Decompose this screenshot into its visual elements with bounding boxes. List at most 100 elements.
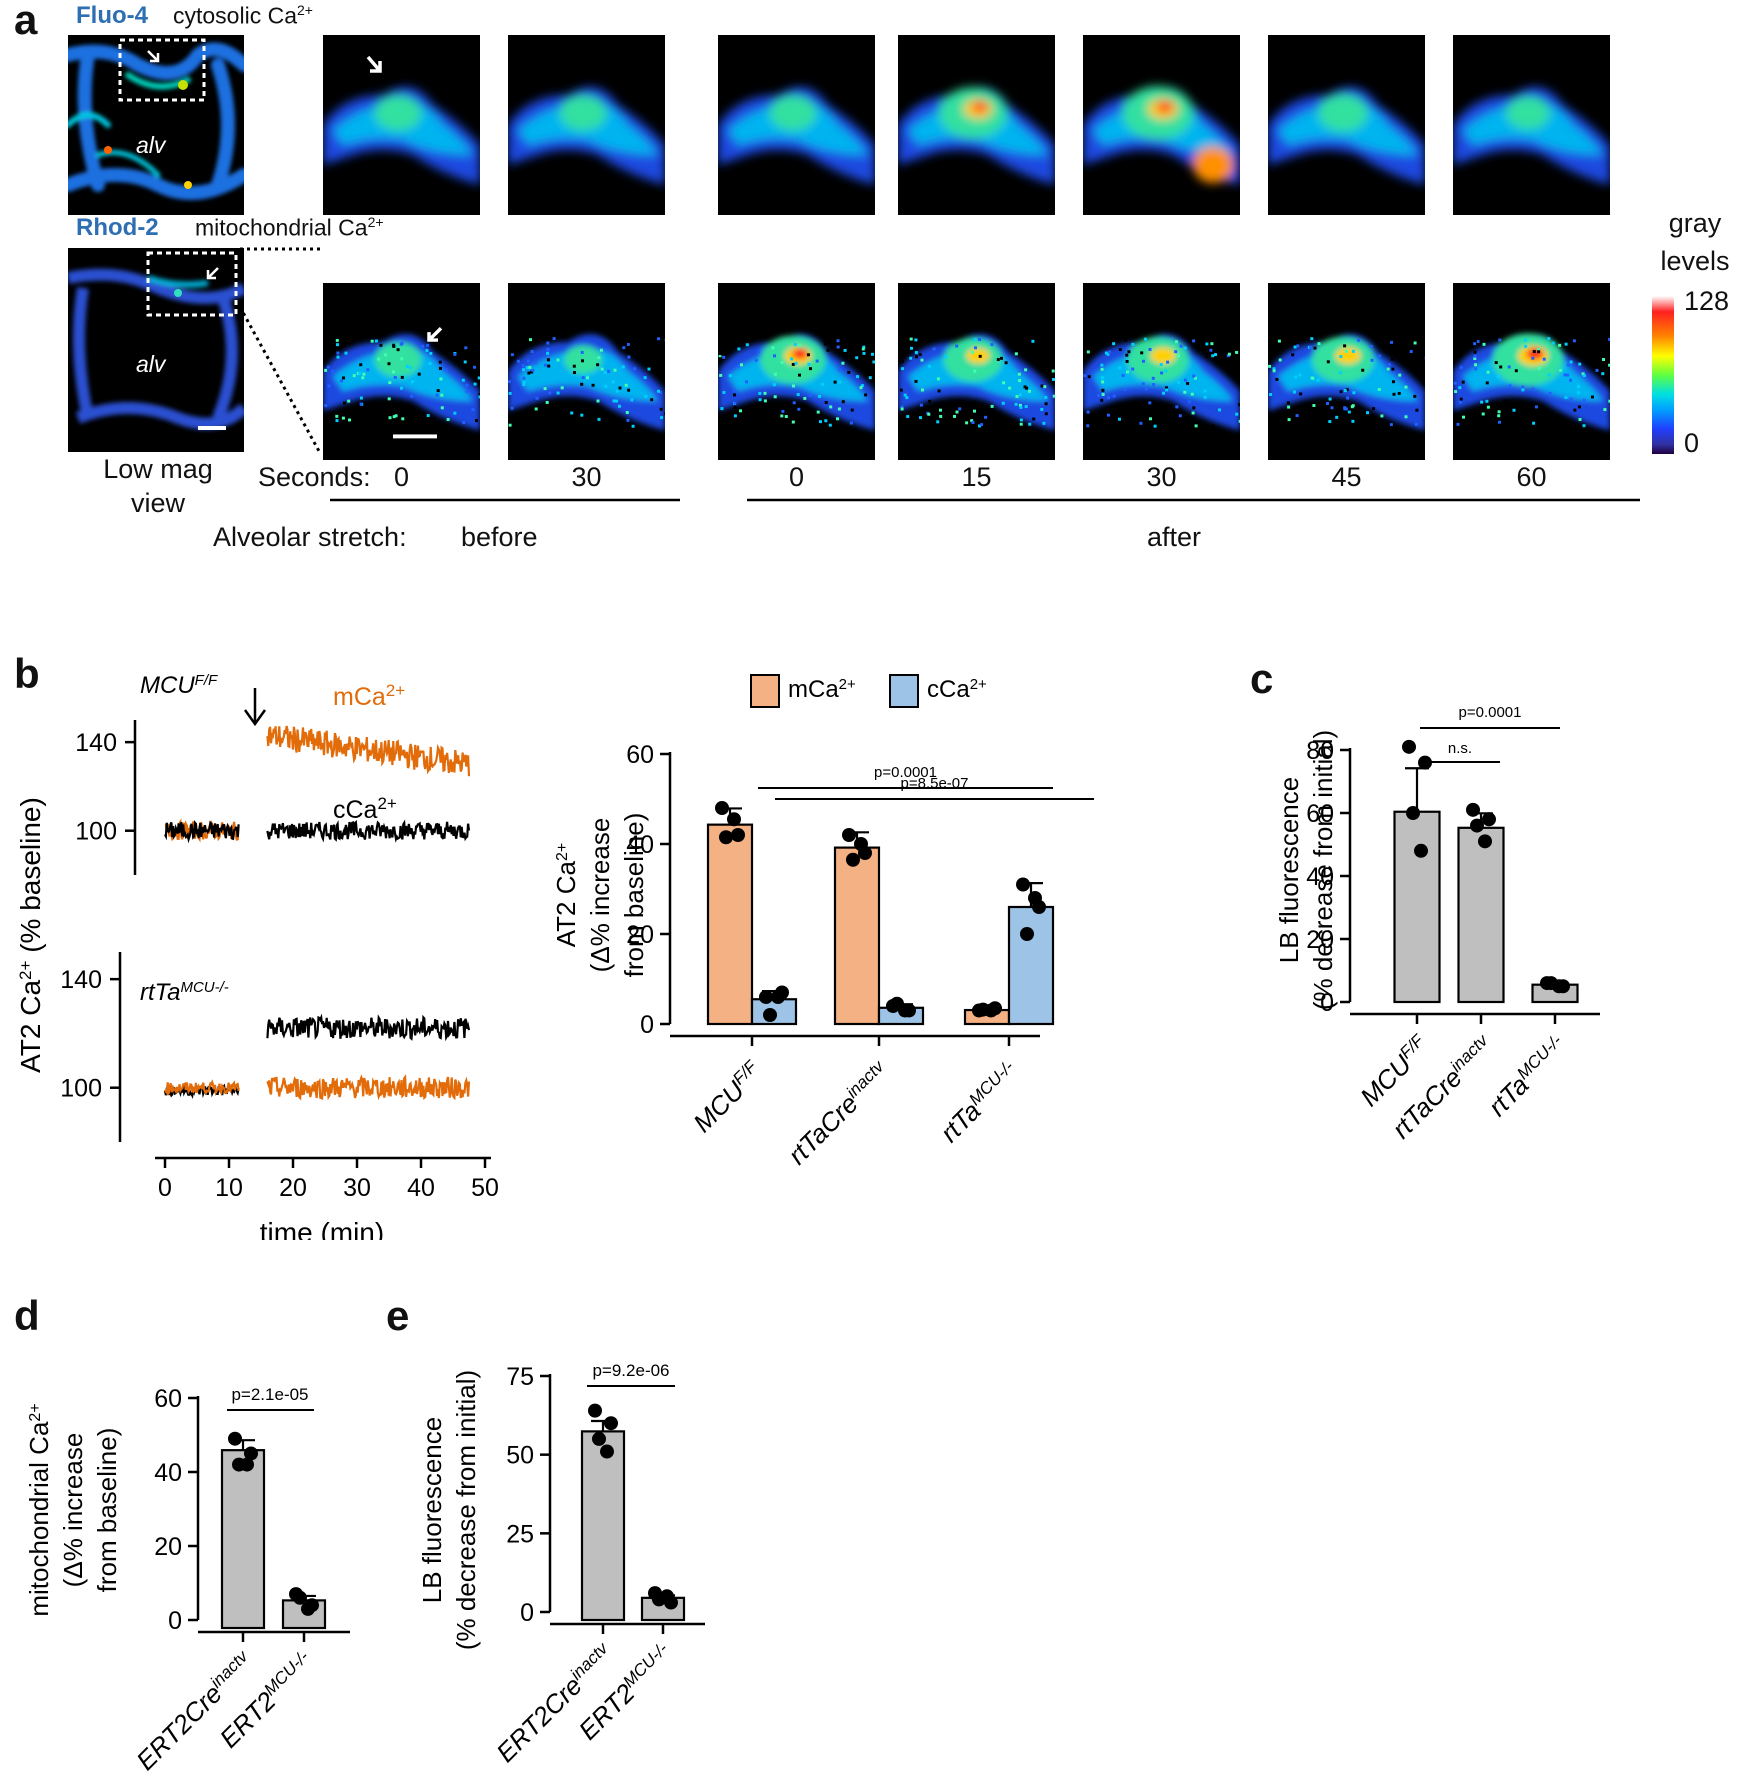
arrow-icon (366, 55, 382, 73)
y-tick-label: 140 (75, 729, 117, 757)
data-point (1016, 877, 1030, 892)
data-point (719, 830, 733, 845)
heatmap-tile-row1-3 (718, 35, 875, 215)
x-category-label: rtTaMCU-/- (934, 1056, 1026, 1148)
data-point (854, 837, 868, 851)
bar-mca-2 (833, 846, 881, 1026)
y-axis-title: mitochondrial Ca2+(Δ% increase from basel… (24, 1403, 122, 1616)
seconds-tick-1: 0 (393, 462, 410, 492)
x-axis-title: time (min) (260, 1217, 384, 1240)
seconds-tick-3: 0 (788, 462, 805, 492)
y-tick-label: 25 (506, 1520, 534, 1548)
colorbar-min: 0 (1684, 428, 1700, 458)
data-point (1552, 979, 1566, 994)
heatmap-tile-row1-1 (323, 35, 480, 215)
heatmap-tile-row1-7 (1453, 35, 1610, 215)
data-point (228, 1431, 242, 1446)
chart-e: 0255075ERT2CreinactvERT2MCU-/-p=9.2e-06L… (417, 1361, 705, 1768)
y-axis-title: LB fluorescence (% decrease from initial) (1274, 730, 1338, 1010)
y-tick-label: 40 (1306, 863, 1334, 891)
data-point (240, 1457, 254, 1472)
y-tick-label: 20 (626, 921, 654, 949)
heatmap-tile-row2-3 (718, 283, 875, 460)
data-point (604, 1416, 618, 1431)
heatmap-tile-row1-6 (1268, 35, 1425, 215)
panel-label-b: b (14, 650, 40, 697)
y-tick-label: 100 (60, 1075, 102, 1103)
y-axis-title-line1: mitochondrial Ca2+ (24, 1403, 54, 1616)
data-point (898, 1003, 912, 1018)
x-tick-label: 40 (407, 1174, 435, 1202)
data-point (600, 1444, 614, 1459)
panel-label-e: e (386, 1292, 410, 1339)
bar-mca-1 (706, 823, 754, 1026)
comparison-label: p=9.2e-06 (592, 1361, 669, 1380)
y-axis-title-line2: (% decrease from initial) (451, 1370, 481, 1650)
panel-label-a: a (14, 0, 38, 43)
trace-cca (266, 1013, 471, 1042)
y-tick-label: 20 (1306, 926, 1334, 954)
comparison-label: p=8.5e-07 (901, 775, 969, 792)
data-point (846, 852, 860, 867)
data-point (293, 1590, 307, 1605)
y-tick-label: 40 (626, 831, 654, 859)
data-point (984, 1003, 998, 1018)
y-tick-label: 20 (154, 1533, 182, 1561)
low-mag-line2: view (130, 488, 185, 518)
comparison-label: p=0.0001 (1459, 704, 1522, 721)
y-tick-label: 140 (60, 966, 102, 994)
data-point (1020, 927, 1034, 941)
low-mag-label: Low mag view (58, 452, 258, 520)
alv-label-1: alv (136, 132, 167, 158)
bar-1 (1393, 810, 1441, 1004)
y-tick-label: 60 (154, 1385, 182, 1413)
chart-c: 020406080MCUF/FrtTaCreinactvrtTaMCU-/-p=… (1274, 704, 1600, 1140)
data-point (1466, 802, 1480, 817)
bar-1 (580, 1430, 626, 1622)
heatmap-tile-row1-5 (1083, 35, 1240, 215)
data-point (1414, 843, 1428, 858)
heatmap-tile-row2-4 (898, 283, 1055, 460)
data-point (1406, 806, 1420, 820)
panel-label-c: c (1250, 655, 1274, 702)
seconds-tick-4: 15 (961, 462, 992, 492)
before-label: before (461, 522, 538, 552)
seconds-label: Seconds: (258, 462, 371, 492)
y-axis-title-line2: (% decrease from initial) (1308, 730, 1338, 1010)
data-point (588, 1403, 602, 1418)
series-label-cca: cCa2+ (333, 794, 397, 825)
y-tick-label: 75 (506, 1363, 534, 1391)
heatmap-tile-row2-7 (1453, 283, 1610, 460)
y-axis-title-line3: from baseline) (619, 813, 649, 978)
seconds-tick-7: 60 (1516, 462, 1547, 492)
y-tick-label: 80 (1306, 737, 1334, 765)
trace-cca (266, 819, 471, 843)
alv-label-2: alv (136, 351, 167, 377)
heatmap-tile-row2-6 (1268, 283, 1425, 460)
mitochondrial-label: mitochondrial Ca2+ (195, 214, 384, 241)
seconds-tick-2: 30 (571, 462, 602, 492)
comparison-label: n.s. (1448, 740, 1472, 757)
low-mag-line1: Low mag (103, 454, 213, 484)
data-point (301, 1601, 315, 1616)
data-point (1478, 834, 1492, 849)
low-mag-image-rhod2: alv (68, 248, 244, 452)
stimulus-arrow-icon (243, 688, 267, 727)
chart-b-traces: 100 140 MCUF/F 100 140 rtTaMCU-/- mCa2+ cCa2+ 0 1… (15, 672, 499, 1241)
y-tick-label: 60 (1306, 800, 1334, 828)
x-tick-label: 30 (343, 1174, 371, 1202)
y-tick-label: 50 (506, 1442, 534, 1470)
x-tick-label: 10 (215, 1174, 243, 1202)
x-tick-label: 0 (158, 1174, 172, 1202)
x-tick-label: 20 (279, 1174, 307, 1202)
genotype-label: rtTaMCU-/- (140, 979, 229, 1007)
data-point (660, 1589, 674, 1604)
before-after-lines (330, 498, 1640, 502)
colorbar-max: 128 (1684, 286, 1730, 316)
data-point (1402, 739, 1416, 754)
scale-bar (393, 434, 437, 439)
x-category-label: rtTaCreinactv (782, 1056, 897, 1171)
colorbar-title-1: gray (1668, 208, 1722, 238)
chart-d: 0204060ERT2CreinactvERT2MCU-/-p=2.1e-05m… (24, 1385, 350, 1776)
trace-mca (266, 1074, 471, 1101)
